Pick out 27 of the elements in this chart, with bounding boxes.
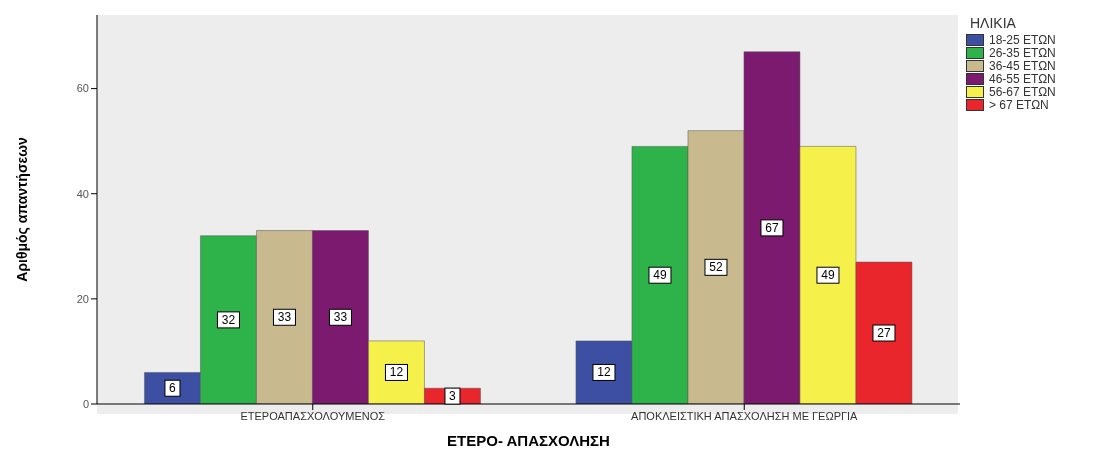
x-axis-title: ΕΤΕΡΟ- ΑΠΑΣΧΟΛΗΣΗ bbox=[447, 432, 610, 449]
legend-label: 46-55 ΕΤΩΝ bbox=[989, 71, 1056, 86]
legend-label: 26-35 ΕΤΩΝ bbox=[989, 45, 1056, 60]
data-label: 6 bbox=[169, 381, 177, 396]
data-label: 67 bbox=[765, 220, 779, 235]
data-label: 3 bbox=[449, 389, 457, 404]
data-label: 33 bbox=[333, 310, 348, 325]
y-tick-label: 0 bbox=[82, 397, 89, 410]
data-label: 12 bbox=[389, 365, 404, 380]
data-label: 12 bbox=[597, 365, 611, 380]
data-label: 32 bbox=[221, 312, 236, 327]
legend-label: 56-67 ΕΤΩΝ bbox=[989, 84, 1056, 99]
x-tick-label: ΕΤΕΡΟΑΠΑΣΧΟΛΟΥΜΕΝΟΣ bbox=[240, 409, 386, 422]
legend-title: ΗΛΙΚΙΑ bbox=[969, 15, 1017, 31]
y-tick-label: 40 bbox=[76, 187, 89, 200]
legend-label: > 67 ΕΤΩΝ bbox=[989, 97, 1049, 112]
x-tick-label: ΑΠΟΚΛΕΙΣΤΙΚΗ ΑΠΑΣΧΟΛΗΣΗ ΜΕ ΓΕΩΡΓΙΑ bbox=[631, 409, 859, 422]
data-label: 49 bbox=[821, 268, 835, 283]
data-label: 33 bbox=[277, 310, 292, 325]
legend-label: 36-45 ΕΤΩΝ bbox=[989, 58, 1056, 73]
data-label: 27 bbox=[877, 326, 891, 341]
y-tick-label: 20 bbox=[76, 292, 89, 305]
data-label: 52 bbox=[709, 260, 723, 275]
y-tick-label: 60 bbox=[76, 82, 89, 95]
legend-label: 18-25 ΕΤΩΝ bbox=[989, 32, 1056, 47]
data-label: 49 bbox=[653, 268, 667, 283]
y-axis-title: Αριθμός απαντήσεων bbox=[13, 137, 30, 282]
